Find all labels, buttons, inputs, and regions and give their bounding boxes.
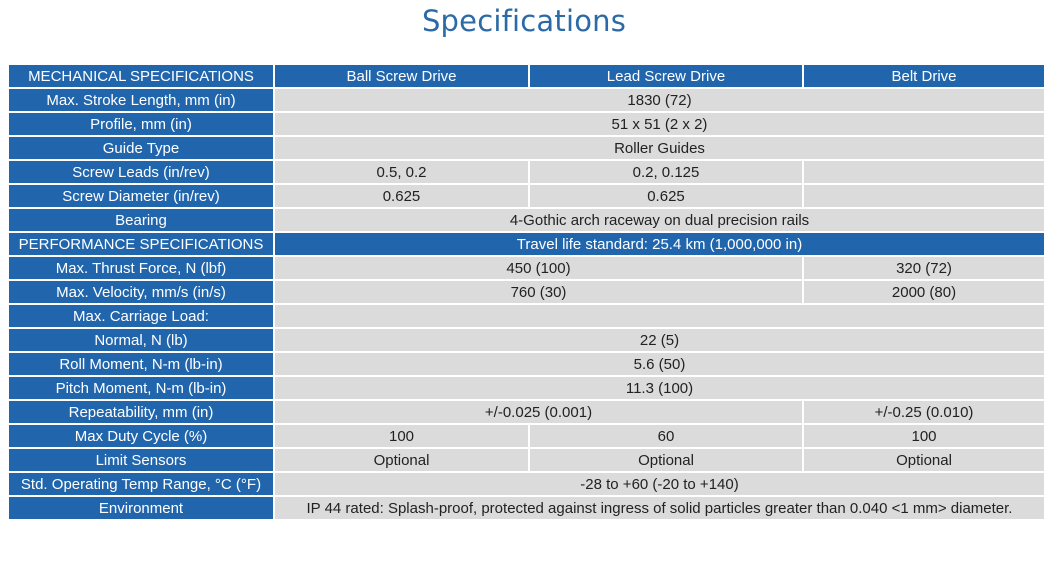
row-label: Repeatability, mm (in) bbox=[9, 401, 273, 423]
value-cell: 0.625 bbox=[530, 185, 802, 207]
table-row: Pitch Moment, N-m (lb-in) 11.3 (100) bbox=[9, 377, 1044, 399]
row-label: Normal, N (lb) bbox=[9, 329, 273, 351]
row-label: Screw Leads (in/rev) bbox=[9, 161, 273, 183]
value-cell: 320 (72) bbox=[804, 257, 1044, 279]
row-label: Max Duty Cycle (%) bbox=[9, 425, 273, 447]
row-label: Screw Diameter (in/rev) bbox=[9, 185, 273, 207]
table-row-section: PERFORMANCE SPECIFICATIONS Travel life s… bbox=[9, 233, 1044, 255]
table-row: Max. Stroke Length, mm (in) 1830 (72) bbox=[9, 89, 1044, 111]
table-row: Max. Velocity, mm/s (in/s) 760 (30) 2000… bbox=[9, 281, 1044, 303]
value-cell: Optional bbox=[275, 449, 528, 471]
row-label: Profile, mm (in) bbox=[9, 113, 273, 135]
table-row: Repeatability, mm (in) +/-0.025 (0.001) … bbox=[9, 401, 1044, 423]
table-row: Guide Type Roller Guides bbox=[9, 137, 1044, 159]
table-row: Max. Thrust Force, N (lbf) 450 (100) 320… bbox=[9, 257, 1044, 279]
value-cell: 0.2, 0.125 bbox=[530, 161, 802, 183]
table-row-header: MECHANICAL SPECIFICATIONS Ball Screw Dri… bbox=[9, 65, 1044, 87]
table-row: Max Duty Cycle (%) 100 60 100 bbox=[9, 425, 1044, 447]
value-cell: 22 (5) bbox=[275, 329, 1044, 351]
value-cell: 760 (30) bbox=[275, 281, 802, 303]
value-cell: 11.3 (100) bbox=[275, 377, 1044, 399]
value-cell: +/-0.025 (0.001) bbox=[275, 401, 802, 423]
table-row: Std. Operating Temp Range, °C (°F) -28 t… bbox=[9, 473, 1044, 495]
row-label: Max. Carriage Load: bbox=[9, 305, 273, 327]
value-cell: 0.625 bbox=[275, 185, 528, 207]
row-label: Roll Moment, N-m (lb-in) bbox=[9, 353, 273, 375]
value-cell: 1830 (72) bbox=[275, 89, 1044, 111]
table-row: Environment IP 44 rated: Splash-proof, p… bbox=[9, 497, 1044, 519]
value-cell: 60 bbox=[530, 425, 802, 447]
value-cell: 100 bbox=[275, 425, 528, 447]
row-label: Pitch Moment, N-m (lb-in) bbox=[9, 377, 273, 399]
row-label: Max. Stroke Length, mm (in) bbox=[9, 89, 273, 111]
row-label: Guide Type bbox=[9, 137, 273, 159]
specifications-table: MECHANICAL SPECIFICATIONS Ball Screw Dri… bbox=[7, 63, 1046, 521]
value-cell: 4-Gothic arch raceway on dual precision … bbox=[275, 209, 1044, 231]
section-label-performance: PERFORMANCE SPECIFICATIONS bbox=[9, 233, 273, 255]
table-row: Bearing 4-Gothic arch raceway on dual pr… bbox=[9, 209, 1044, 231]
page-title: Specifications bbox=[421, 4, 627, 38]
value-cell: Optional bbox=[530, 449, 802, 471]
value-cell: 5.6 (50) bbox=[275, 353, 1044, 375]
table-row: Max. Carriage Load: bbox=[9, 305, 1044, 327]
table-row: Screw Diameter (in/rev) 0.625 0.625 bbox=[9, 185, 1044, 207]
value-cell bbox=[275, 305, 1044, 327]
value-cell: Roller Guides bbox=[275, 137, 1044, 159]
table-row: Roll Moment, N-m (lb-in) 5.6 (50) bbox=[9, 353, 1044, 375]
value-cell: Optional bbox=[804, 449, 1044, 471]
header-cell-mechanical: MECHANICAL SPECIFICATIONS bbox=[9, 65, 273, 87]
table-row: Screw Leads (in/rev) 0.5, 0.2 0.2, 0.125 bbox=[9, 161, 1044, 183]
value-cell bbox=[804, 185, 1044, 207]
value-cell: -28 to +60 (-20 to +140) bbox=[275, 473, 1044, 495]
table-row: Profile, mm (in) 51 x 51 (2 x 2) bbox=[9, 113, 1044, 135]
value-cell: 2000 (80) bbox=[804, 281, 1044, 303]
row-label: Max. Velocity, mm/s (in/s) bbox=[9, 281, 273, 303]
value-cell: IP 44 rated: Splash-proof, protected aga… bbox=[275, 497, 1044, 519]
value-cell: +/-0.25 (0.010) bbox=[804, 401, 1044, 423]
row-label: Max. Thrust Force, N (lbf) bbox=[9, 257, 273, 279]
header-cell-belt: Belt Drive bbox=[804, 65, 1044, 87]
row-label: Bearing bbox=[9, 209, 273, 231]
row-label: Environment bbox=[9, 497, 273, 519]
header-cell-lead-screw: Lead Screw Drive bbox=[530, 65, 802, 87]
table-row: Limit Sensors Optional Optional Optional bbox=[9, 449, 1044, 471]
value-cell bbox=[804, 161, 1044, 183]
section-value: Travel life standard: 25.4 km (1,000,000… bbox=[275, 233, 1044, 255]
row-label: Limit Sensors bbox=[9, 449, 273, 471]
value-cell: 450 (100) bbox=[275, 257, 802, 279]
value-cell: 51 x 51 (2 x 2) bbox=[275, 113, 1044, 135]
header-cell-ball-screw: Ball Screw Drive bbox=[275, 65, 528, 87]
value-cell: 100 bbox=[804, 425, 1044, 447]
table-row: Normal, N (lb) 22 (5) bbox=[9, 329, 1044, 351]
value-cell: 0.5, 0.2 bbox=[275, 161, 528, 183]
row-label: Std. Operating Temp Range, °C (°F) bbox=[9, 473, 273, 495]
